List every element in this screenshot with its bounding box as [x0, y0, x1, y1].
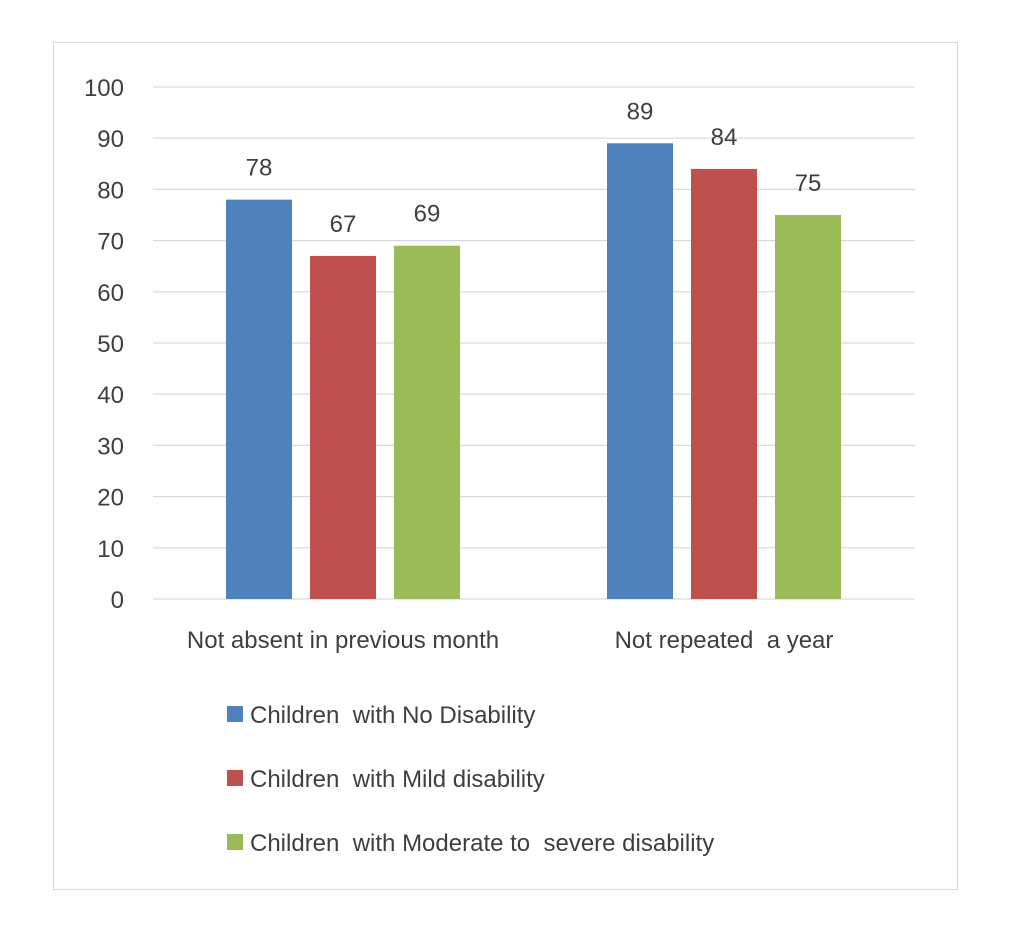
legend-swatch [227, 834, 243, 850]
data-label: 75 [795, 170, 822, 197]
y-tick-label: 90 [97, 126, 124, 153]
data-label: 84 [711, 124, 738, 151]
y-tick-label: 10 [97, 536, 124, 563]
legend-swatch [227, 770, 243, 786]
bar [775, 215, 841, 599]
bar [394, 245, 460, 599]
bar [691, 168, 757, 600]
x-category-label: Not absent in previous month [187, 627, 499, 654]
x-category-label: Not repeated a year [615, 627, 834, 654]
y-tick-label: 30 [97, 433, 124, 460]
y-tick-label: 100 [84, 75, 124, 102]
y-tick-label: 0 [111, 587, 124, 614]
legend: Children with No Disability Children with… [227, 702, 714, 857]
y-axis-ticks: 0 10 20 30 40 50 60 70 80 90 100 [84, 75, 124, 614]
legend-label: Children with No Disability [250, 702, 535, 729]
bar [310, 255, 376, 599]
bars [226, 143, 841, 600]
data-label: 89 [627, 98, 654, 125]
data-label: 78 [246, 155, 273, 182]
bar [226, 199, 292, 599]
legend-label: Children with Moderate to severe disabil… [250, 830, 714, 857]
y-tick-label: 20 [97, 485, 124, 512]
legend-swatch [227, 706, 243, 722]
y-tick-label: 70 [97, 229, 124, 256]
bar [607, 143, 673, 599]
data-labels: 78 67 69 89 84 75 [246, 98, 822, 238]
y-tick-label: 40 [97, 382, 124, 409]
x-axis-categories: Not absent in previous month Not repeated… [187, 627, 834, 654]
data-label: 69 [414, 201, 441, 228]
y-tick-label: 80 [97, 177, 124, 204]
legend-label: Children with Mild disability [250, 766, 545, 793]
y-tick-label: 60 [97, 280, 124, 307]
data-label: 67 [330, 211, 357, 238]
y-tick-label: 50 [97, 331, 124, 358]
